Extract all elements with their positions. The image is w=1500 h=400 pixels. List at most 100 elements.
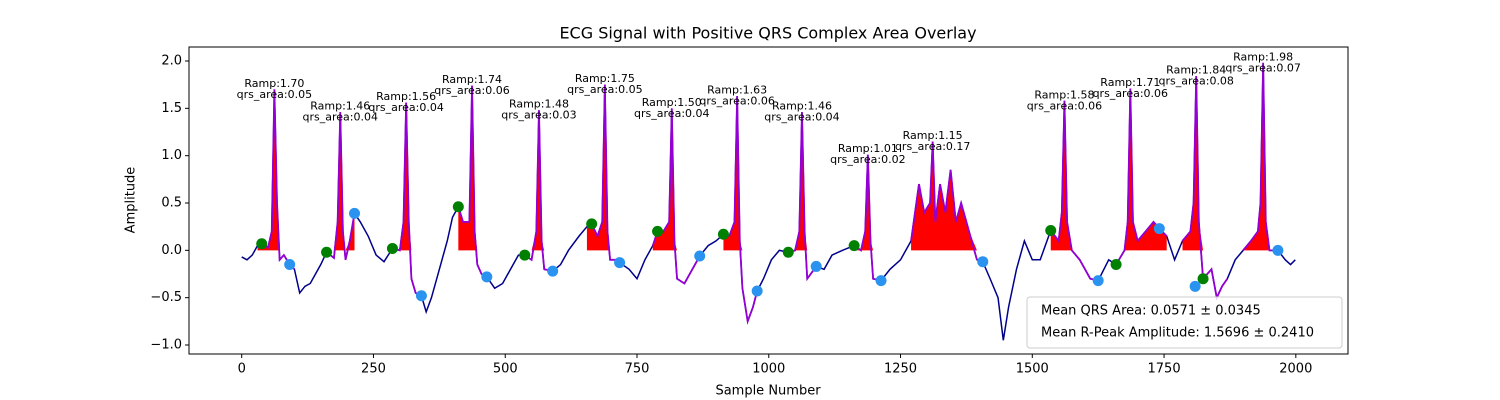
point-marker: [1153, 223, 1165, 235]
point-marker: [284, 259, 296, 271]
peak-annotation: Ramp:1.56: [376, 90, 436, 103]
point-marker: [1197, 273, 1209, 285]
peak-annotation: Ramp:1.48: [509, 98, 569, 111]
x-tick-label: 1500: [1016, 362, 1049, 377]
peak-annotation: qrs_area:0.05: [567, 83, 642, 96]
peak-annotation: Ramp:1.01: [838, 142, 898, 155]
x-axis-label: Sample Number: [715, 384, 821, 399]
peak-annotation: Ramp:1.70: [244, 77, 304, 90]
point-marker: [415, 290, 427, 302]
point-marker: [452, 201, 464, 213]
qrs-highlight-line: [1242, 62, 1278, 252]
legend-box: [1026, 296, 1343, 349]
qrs-highlight-line: [788, 112, 817, 282]
qrs-area-fill: [458, 85, 487, 251]
point-marker: [1092, 275, 1104, 287]
peak-annotation: qrs_area:0.05: [237, 88, 312, 101]
y-tick-label: 0.5: [161, 196, 182, 211]
y-tick-label: 0.0: [161, 243, 182, 258]
qrs-highlight-line: [326, 112, 356, 261]
peak-annotation: qrs_area:0.06: [1093, 87, 1168, 100]
qrs-area-fill: [524, 110, 553, 251]
x-tick-label: 1250: [884, 362, 917, 377]
peak-annotation: qrs_area:0.04: [303, 111, 378, 124]
legend-entry: Mean QRS Area: 0.0571 ± 0.0345: [1041, 304, 1261, 319]
peak-annotation: Ramp:1.58: [1034, 88, 1094, 101]
point-marker: [321, 246, 333, 258]
peak-annotation: Ramp:1.75: [575, 72, 635, 85]
x-tick-label: 1000: [752, 362, 785, 377]
point-marker: [694, 250, 706, 262]
peak-annotation: qrs_area:0.07: [1225, 61, 1300, 74]
qrs-area-fill: [326, 112, 355, 251]
peak-annotation: qrs_area:0.04: [634, 107, 709, 120]
peak-annotation: qrs_area:0.04: [764, 111, 839, 124]
point-marker: [717, 228, 729, 240]
point-marker: [1045, 224, 1057, 236]
point-marker: [519, 249, 531, 261]
y-axis-label: Amplitude: [124, 167, 139, 234]
peak-annotation: qrs_area:0.03: [501, 109, 576, 122]
chart-title: ECG Signal with Positive QRS Complex Are…: [559, 24, 976, 43]
point-marker: [256, 238, 268, 250]
peak-annotation: Ramp:1.50: [642, 96, 702, 109]
y-tick-label: −0.5: [150, 290, 182, 305]
peak-annotation: Ramp:1.84: [1166, 64, 1226, 77]
y-tick-label: 1.0: [161, 148, 182, 163]
qrs-highlight-line: [723, 96, 759, 325]
x-tick-label: 750: [625, 362, 650, 377]
peak-annotation: qrs_area:0.08: [1158, 75, 1233, 88]
point-marker: [547, 265, 559, 277]
peak-annotation: qrs_area:0.06: [699, 95, 774, 108]
x-tick-label: 250: [361, 362, 386, 377]
x-tick-label: 500: [493, 362, 518, 377]
qrs-highlight-line: [1181, 76, 1229, 301]
x-tick-label: 0: [238, 362, 246, 377]
point-marker: [386, 242, 398, 254]
qrs-area-fill: [911, 141, 977, 251]
point-marker: [652, 225, 664, 237]
peak-annotation: qrs_area:0.17: [895, 140, 970, 153]
x-tick-label: 1750: [1148, 362, 1181, 377]
point-marker: [782, 246, 794, 258]
qrs-highlight-line: [1050, 100, 1099, 282]
peak-annotation: qrs_area:0.06: [1027, 99, 1102, 112]
peak-annotation: Ramp:1.63: [707, 84, 767, 97]
qrs-highlight-line: [524, 110, 553, 273]
point-marker: [848, 240, 860, 252]
x-tick-label: 2000: [1279, 362, 1312, 377]
peak-annotation: qrs_area:0.04: [368, 101, 443, 114]
peak-annotation: qrs_area:0.06: [434, 84, 509, 97]
peak-annotation: Ramp:1.74: [442, 73, 502, 86]
point-marker: [977, 256, 989, 268]
point-marker: [875, 275, 887, 287]
qrs-highlight-line: [392, 102, 422, 297]
legend: Mean QRS Area: 0.0571 ± 0.0345 Mean R-Pea…: [1026, 296, 1343, 349]
peak-annotation: Ramp:1.98: [1233, 50, 1293, 63]
qrs-area-fill: [854, 154, 882, 251]
qrs-area-fill: [788, 112, 817, 251]
point-marker: [614, 257, 626, 269]
qrs-highlight-line: [910, 141, 978, 261]
axes-frame: [188, 46, 1349, 355]
peak-annotation: qrs_area:0.02: [830, 153, 905, 166]
y-tick-label: 1.5: [161, 101, 182, 116]
qrs-area-fill: [1243, 62, 1278, 251]
qrs-highlight-line: [457, 85, 488, 278]
point-marker: [586, 218, 598, 230]
point-marker: [751, 285, 763, 297]
peak-annotation: Ramp:1.71: [1100, 76, 1160, 89]
peak-annotation: Ramp:1.46: [310, 100, 370, 113]
qrs-highlight-line: [853, 154, 882, 282]
point-marker: [1272, 244, 1284, 256]
point-marker: [810, 260, 822, 272]
point-marker: [348, 207, 360, 219]
point-marker: [1110, 259, 1122, 271]
y-tick-label: 2.0: [161, 54, 182, 69]
y-tick-label: −1.0: [150, 338, 182, 353]
point-marker: [481, 271, 493, 283]
peak-annotation: Ramp:1.46: [772, 100, 832, 113]
point-marker: [1189, 280, 1201, 292]
